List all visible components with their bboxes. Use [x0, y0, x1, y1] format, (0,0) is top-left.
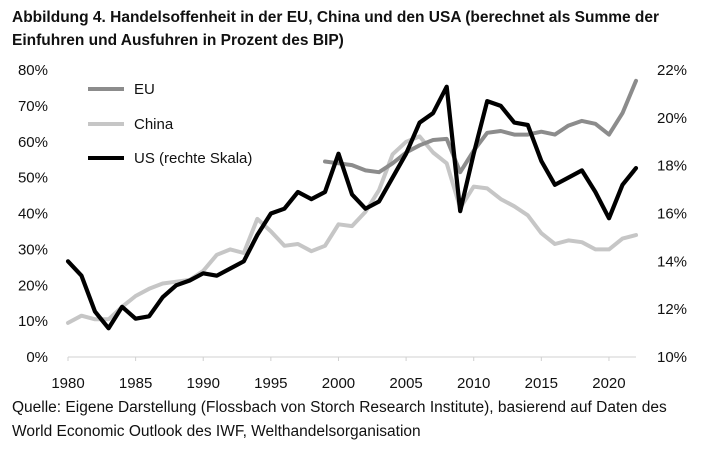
x-tick-label: 1990: [187, 375, 220, 392]
right-y-tick-label: 14%: [657, 253, 687, 270]
x-tick-label: 1980: [51, 375, 84, 392]
left-y-tick-label: 30%: [18, 241, 48, 258]
series-line-eu: [323, 78, 638, 175]
legend-item-eu: EU: [88, 81, 155, 98]
chart-title: Abbildung 4. Handelsoffenheit in der EU,…: [12, 9, 660, 49]
left-y-tick-label: 50%: [18, 170, 48, 187]
legend-label: EU: [134, 81, 155, 98]
legend-item-us-rechte-skala: US (rechte Skala): [88, 150, 252, 167]
x-tick-label: 1985: [119, 375, 152, 392]
left-y-tick-label: 0%: [26, 349, 48, 366]
legend-label: China: [134, 116, 174, 133]
right-y-axis: 10% 12% 14% 16% 18% 20% 22%: [657, 62, 687, 366]
x-tick-label: 2020: [592, 375, 625, 392]
series-line-china: [66, 134, 638, 325]
legend-item-china: China: [88, 116, 174, 133]
source-note: Quelle: Eigene Darstellung (Flossbach vo…: [12, 399, 667, 440]
legend: EU China US (rechte Skala): [88, 81, 252, 167]
x-tick-label: 1995: [254, 375, 287, 392]
right-y-tick-label: 18%: [657, 158, 687, 175]
line-chart: 0%10%20%30%40%50%60%70%80% 10%12%14%16%1…: [18, 62, 687, 392]
x-tick-label: 2000: [322, 375, 355, 392]
right-y-tick-label: 16%: [657, 206, 687, 223]
x-axis: 1980 1985 1990 1995 2000 2005 2010 2015 2020: [51, 356, 636, 392]
x-tick-label: 2010: [457, 375, 490, 392]
left-y-tick-label: 70%: [18, 98, 48, 115]
x-tick-label: 2005: [389, 375, 422, 392]
left-y-tick-label: 80%: [18, 62, 48, 79]
left-y-tick-label: 60%: [18, 134, 48, 151]
left-y-tick-label: 10%: [18, 313, 48, 330]
left-y-tick-label: 20%: [18, 277, 48, 294]
series-line-us-rechte-skala: [65, 84, 639, 331]
right-y-tick-label: 12%: [657, 301, 687, 318]
x-tick-label: 2015: [525, 375, 558, 392]
left-y-tick-label: 40%: [18, 206, 48, 223]
right-y-tick-label: 20%: [657, 110, 687, 127]
legend-label: US (rechte Skala): [134, 150, 252, 167]
right-y-tick-label: 22%: [657, 62, 687, 79]
left-y-axis: 0% 10% 20% 30% 40% 50% 60% 70% 80%: [18, 62, 48, 366]
right-y-tick-label: 10%: [657, 349, 687, 366]
series-lines: [65, 78, 639, 331]
